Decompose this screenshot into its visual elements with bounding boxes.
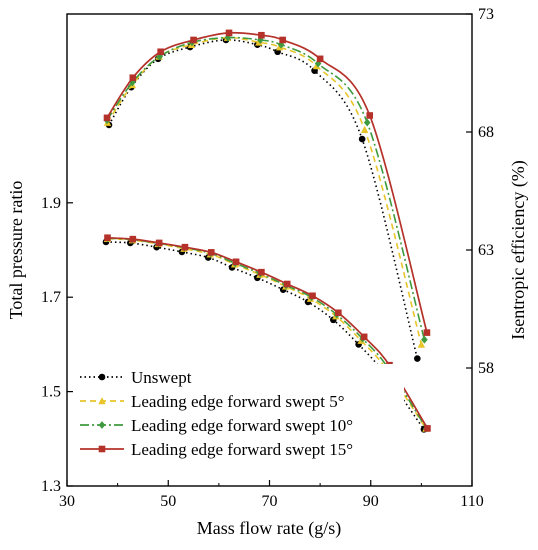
legend-marker [98,373,106,381]
y-left-tick-label: 1.3 [41,478,61,495]
efficiency-point [358,135,366,143]
pressure-point [360,333,368,341]
efficiency-point [414,355,421,362]
legend-entry-1: Unswept [80,368,192,387]
efficiency-line-2 [106,36,423,345]
efficiency-point [279,36,286,44]
y-left-tick-label: 1.5 [41,384,61,401]
pressure-point [181,243,189,251]
pressure-point [232,258,240,266]
efficiency-point [258,31,265,39]
pressure-point [309,292,316,300]
efficiency-point [157,48,164,56]
pressure-point [207,249,215,256]
tick-layer: 30 50 70 90 110 1.3 1.5 1.7 1.9 58 63 68 73 [41,6,494,510]
efficiency-point [129,74,137,82]
legend-label: Leading edge forward swept 5° [131,392,345,411]
pressure-point [283,280,291,288]
y-axis-left-label: Total pressure ratio [6,181,26,320]
y-right-tick-label: 58 [478,360,494,377]
series-layer [102,29,431,433]
legend-label: Leading edge forward swept 15° [131,440,353,459]
y-axis-right-label: Isentropic efficiency (%) [508,160,529,340]
y-right-tick-label: 73 [478,6,494,23]
legend-mask [74,364,404,470]
legend-label: Leading edge forward swept 10° [131,416,353,435]
x-axis-label: Mass flow rate (g/s) [197,518,341,539]
legend: Unswept Leading edge forward swept 5° Lead… [74,364,404,470]
pressure-point [129,235,137,243]
legend-marker [98,421,106,429]
efficiency-point [103,114,111,122]
efficiency-point [129,78,136,87]
efficiency-point [224,33,232,42]
efficiency-point [156,52,163,61]
pressure-point [424,425,431,432]
x-tick-label: 110 [460,493,483,510]
efficiency-line-4 [106,31,428,333]
x-tick-label: 70 [262,493,278,510]
pressure-point [104,234,111,242]
efficiency-line-3 [106,36,426,340]
y-right-tick-label: 68 [478,124,494,141]
legend-entry-2: Leading edge forward swept 5° [80,392,345,411]
y-left-tick-label: 1.7 [41,289,61,306]
efficiency-point [423,329,431,336]
legend-entry-4: Leading edge forward swept 15° [80,440,353,459]
efficiency-point [225,29,233,37]
efficiency-point [417,340,426,348]
legend-entry-3: Leading edge forward swept 10° [80,416,353,435]
legend-marker [98,397,106,405]
pressure-point [258,268,265,276]
pressure-point [155,239,163,247]
pressure-point [335,309,342,317]
efficiency-line-1 [108,39,419,359]
y-right-tick-label: 63 [478,242,494,259]
x-tick-label: 50 [160,493,176,510]
efficiency-point [366,112,374,119]
efficiency-point [316,55,324,63]
efficiency-point [421,335,428,344]
efficiency-point [190,36,197,44]
y-left-tick-label: 1.9 [41,195,61,212]
efficiency-point [363,118,371,127]
efficiency-point [360,125,369,133]
x-tick-label: 30 [59,493,75,510]
legend-marker [98,445,106,453]
legend-label: Unswept [131,368,192,387]
x-tick-label: 90 [363,493,379,510]
